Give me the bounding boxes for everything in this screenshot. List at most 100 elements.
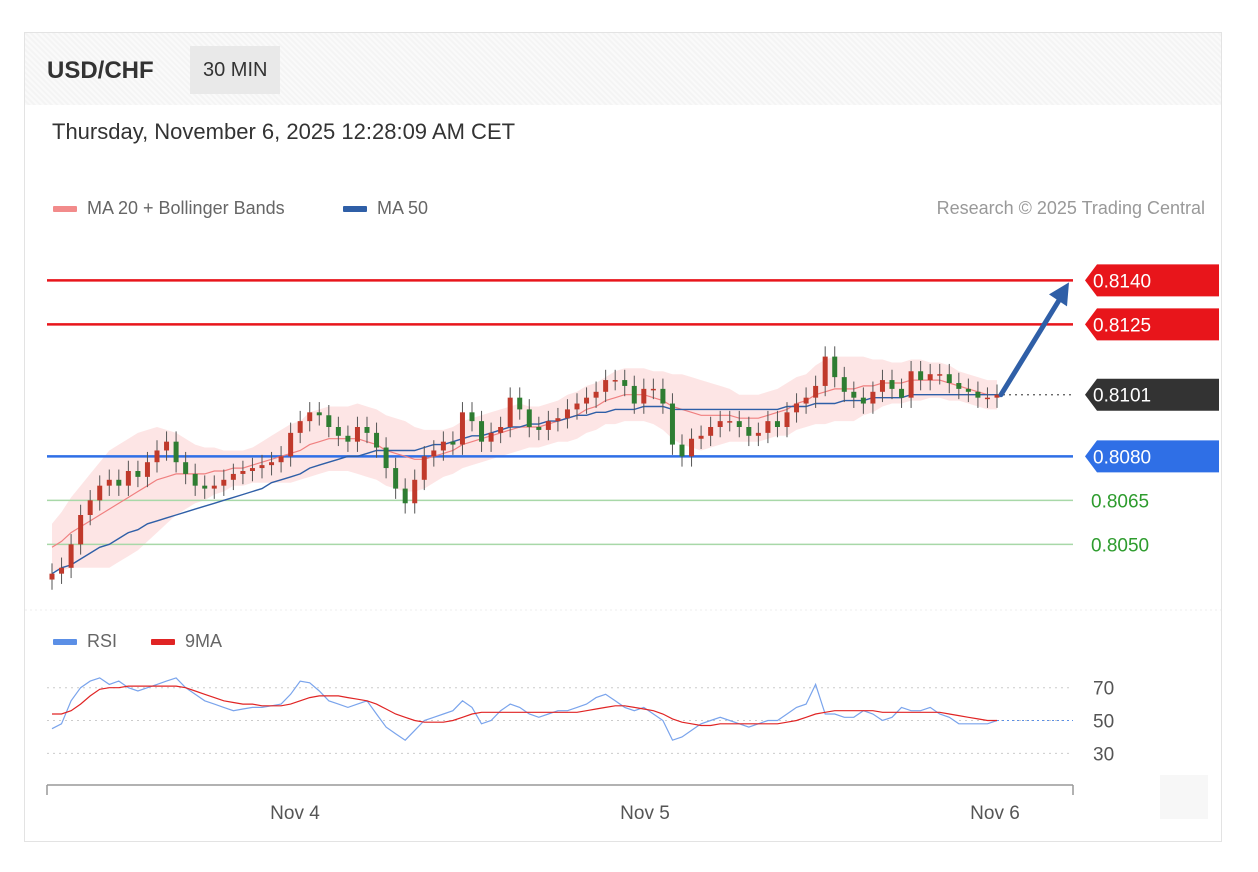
candle-body [192,473,198,486]
pivot-label: 0.8080 [1093,447,1151,468]
candle-body [421,456,427,480]
candle-body [984,397,990,400]
candle-body [841,377,847,392]
candle-body [746,427,752,436]
candle-body [402,488,408,504]
candle-body [135,471,141,477]
candle-body [965,388,971,392]
x-tick-label: Nov 6 [970,803,1020,824]
candle-body [860,397,866,404]
candle-body [97,485,103,501]
candle-body [297,421,303,433]
support-label: 0.8065 [1091,491,1149,512]
candle-body [784,412,790,427]
candle-body [889,380,895,389]
candle-body [822,356,828,386]
legend-ma20: MA 20 + Bollinger Bands [53,198,285,219]
last-label: 0.8101 [1093,386,1151,407]
candle-body [736,421,742,427]
resistance-tag [1085,264,1219,297]
candle-body [803,397,809,404]
candle-body [230,473,236,480]
x-axis [46,784,1074,795]
candle-body [307,412,313,422]
legend-ma50: MA 50 [343,198,428,219]
candle-body [879,380,885,392]
candle-body [899,388,905,398]
candle-body [269,462,275,466]
candle-body [727,421,733,423]
candle-body [708,427,714,436]
support-label: 0.8050 [1091,535,1149,556]
x-tick-label: Nov 4 [270,803,320,824]
resistance-label: 0.8140 [1093,271,1151,292]
candle-body [698,435,704,439]
candle-body [908,371,914,398]
candle-body [68,544,74,568]
candle-body [870,391,876,404]
rsi-tick-label: 30 [1093,744,1114,765]
candle-body [545,421,551,430]
legend-label: MA 50 [377,198,429,218]
rsi-tick-label: 50 [1093,712,1114,733]
candle-body [650,388,656,391]
pivot-tag [1085,440,1219,473]
candle-body [717,421,723,427]
candle-body [641,388,647,404]
timeframe-badge[interactable]: 30 MIN [190,46,281,94]
candle-body [173,441,179,463]
candle-body [240,471,246,474]
candle-body [603,380,609,392]
candle-body [479,421,485,442]
candle-body [593,391,599,398]
candle-body [335,427,341,436]
candle-body [832,356,838,378]
candle-body [765,421,771,433]
candle-body [288,432,294,457]
candle-body [689,438,695,457]
candle-body [249,468,255,471]
candle-body [755,432,761,436]
candle-body [383,447,389,469]
candle-body [956,383,962,389]
candle-body [221,479,227,486]
credit-text: Research © 2025 Trading Central [936,198,1205,218]
candle-body [679,444,685,457]
candle-body [59,567,65,574]
ma50-line [51,394,997,575]
x-tick-label: Nov 5 [620,803,670,824]
candle-body [202,485,208,489]
candle-body [994,394,1000,398]
projection-arrow [998,297,1062,398]
candle-body [154,450,160,463]
candle-body [813,385,819,398]
candle-body [49,573,55,580]
candle-body [144,462,150,477]
price-chart[interactable]: 0.8140 0.8125 0.8101 0.8080 0.8065 0.8050 70 50… [25,33,1221,841]
candle-body [106,479,112,486]
candle-body [498,427,504,433]
candle-body [316,412,322,416]
candle-body [354,427,360,442]
legend-swatch [343,206,367,213]
candle-body [374,432,380,448]
candle-body [78,515,84,545]
candle-body [440,441,446,451]
candle-body [794,403,800,413]
legend-9ma: 9MA [151,631,222,652]
candle-body [345,435,351,442]
candle-body [669,403,675,445]
rsi-tick-label: 70 [1093,679,1114,700]
last-tag [1085,378,1219,411]
candle-body [364,427,370,433]
legend-swatch [53,639,77,646]
candle-body [211,485,217,489]
candle-body [622,380,628,386]
legend-label: MA 20 + Bollinger Bands [87,198,285,218]
legend-label: RSI [87,631,118,651]
rsi-ma9-line [52,685,997,727]
candle-body [278,456,284,463]
candle-body [937,374,943,376]
resistance-tag [1085,308,1219,341]
legend-label: 9MA [185,631,223,651]
